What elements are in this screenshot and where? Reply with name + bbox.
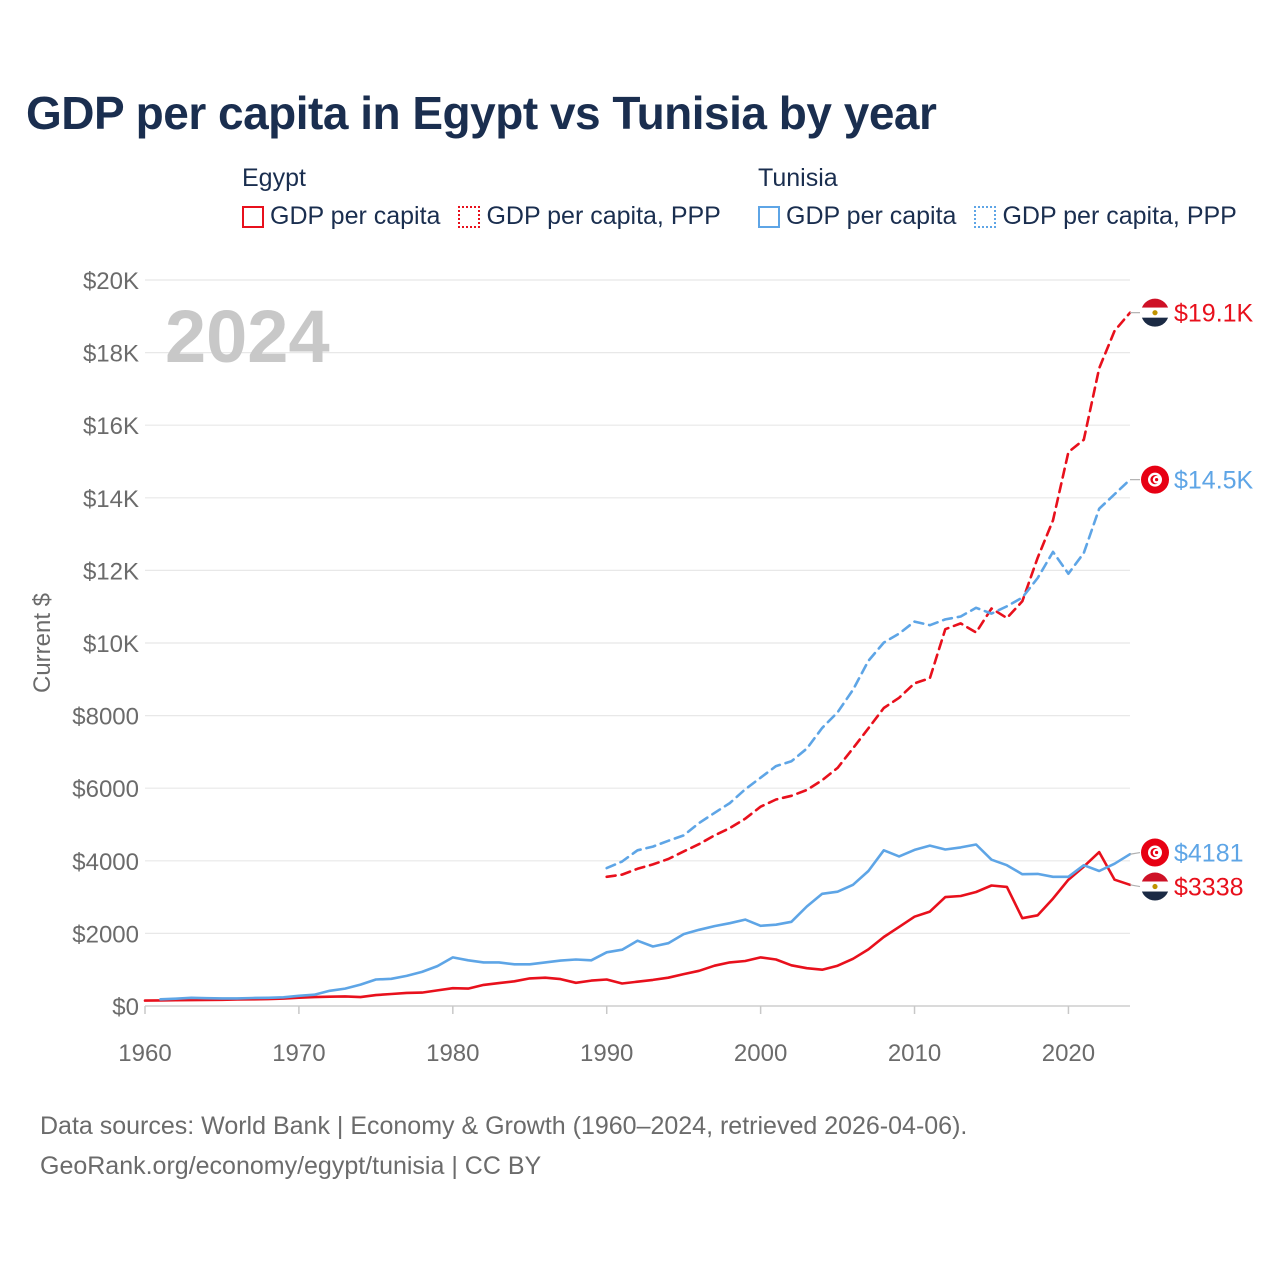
end-value-label: $3338	[1174, 874, 1244, 902]
end-labels: $19.1K $14.5K $4181 $3338	[1129, 298, 1254, 902]
legend-swatch-solid-blue	[758, 205, 780, 228]
legend-label: GDP per capita	[786, 202, 957, 230]
series-line-egypt-gdp-per-capita[interactable]	[143, 850, 1132, 1002]
legend-country-egypt: Egypt	[242, 164, 306, 192]
y-tick-label: $14K	[83, 486, 139, 513]
legend-group-egypt: Egypt GDP per capita GDP per capita, PPP	[242, 160, 721, 231]
series-line-tunisia-gdp-per-capita-ppp[interactable]	[605, 478, 1132, 870]
chart-title: GDP per capita in Egypt vs Tunisia by ye…	[26, 87, 937, 139]
tunisia-flag-icon	[1141, 838, 1169, 867]
y-tick-label: $12K	[83, 558, 139, 585]
footer-attribution[interactable]: GeoRank.org/economy/egypt/tunisia | CC B…	[40, 1152, 542, 1180]
end-value-label: $14.5K	[1174, 467, 1254, 495]
grid	[145, 279, 1130, 1007]
end-value-label: $4181	[1174, 840, 1244, 868]
legend-label: GDP per capita, PPP	[1002, 202, 1237, 230]
line-chart: $0 $2000 $4000 $6000 $8000 $10K $12K $14K $16K $1…	[29, 268, 1254, 1067]
y-tick-label: $18K	[83, 341, 139, 368]
legend-tunisia-gdp[interactable]: GDP per capita	[758, 202, 956, 231]
end-connector	[1129, 851, 1141, 855]
y-tick-label: $2000	[72, 921, 139, 948]
end-connector	[1129, 884, 1141, 888]
legend-swatch-solid-red	[242, 205, 264, 228]
y-axis: $0 $2000 $4000 $6000 $8000 $10K $12K $14K $16K $1…	[72, 268, 139, 1021]
legend-label: GDP per capita, PPP	[486, 202, 721, 230]
legend-country-tunisia: Tunisia	[758, 164, 838, 192]
x-tick-label: 2000	[734, 1040, 787, 1067]
x-tick-label: 1980	[426, 1040, 479, 1067]
egypt-flag-icon	[1141, 298, 1169, 327]
y-tick-label: $16K	[83, 413, 139, 440]
legend-swatch-dotted-blue	[974, 205, 997, 228]
series-line-tunisia-gdp-per-capita[interactable]	[159, 843, 1132, 1001]
tunisia-flag-icon	[1141, 465, 1169, 494]
footer-sources: Data sources: World Bank | Economy & Gro…	[40, 1112, 968, 1140]
x-tick-label: 2020	[1042, 1040, 1095, 1067]
year-watermark: 2024	[165, 295, 330, 378]
legend-swatch-dotted-red	[458, 205, 481, 228]
y-tick-label: $0	[112, 994, 139, 1021]
x-tick-label: 1960	[118, 1040, 171, 1067]
legend-label: GDP per capita	[270, 202, 441, 230]
x-axis: 1960 1970 1980 1990 2000 2010 2020	[118, 1006, 1095, 1067]
y-tick-label: $8000	[72, 704, 139, 731]
y-tick-label: $6000	[72, 776, 139, 803]
x-tick-label: 1970	[272, 1040, 325, 1067]
series-line-egypt-gdp-per-capita-ppp[interactable]	[605, 311, 1132, 879]
y-tick-label: $4000	[72, 849, 139, 876]
legend-group-tunisia: Tunisia GDP per capita GDP per capita, P…	[758, 160, 1237, 231]
legend-egypt-gdp-ppp[interactable]: GDP per capita, PPP	[458, 202, 721, 231]
x-tick-label: 2010	[888, 1040, 941, 1067]
footer: Data sources: World Bank | Economy & Gro…	[40, 1106, 967, 1186]
x-tick-label: 1990	[580, 1040, 633, 1067]
legend-tunisia-gdp-ppp[interactable]: GDP per capita, PPP	[974, 202, 1237, 231]
end-value-label: $19.1K	[1174, 300, 1254, 328]
y-tick-label: $10K	[83, 631, 139, 658]
legend-egypt-gdp[interactable]: GDP per capita	[242, 202, 440, 231]
y-axis-label: Current $	[29, 593, 56, 693]
egypt-flag-icon	[1141, 872, 1169, 901]
y-tick-label: $20K	[83, 268, 139, 295]
series-layer	[143, 311, 1132, 1002]
